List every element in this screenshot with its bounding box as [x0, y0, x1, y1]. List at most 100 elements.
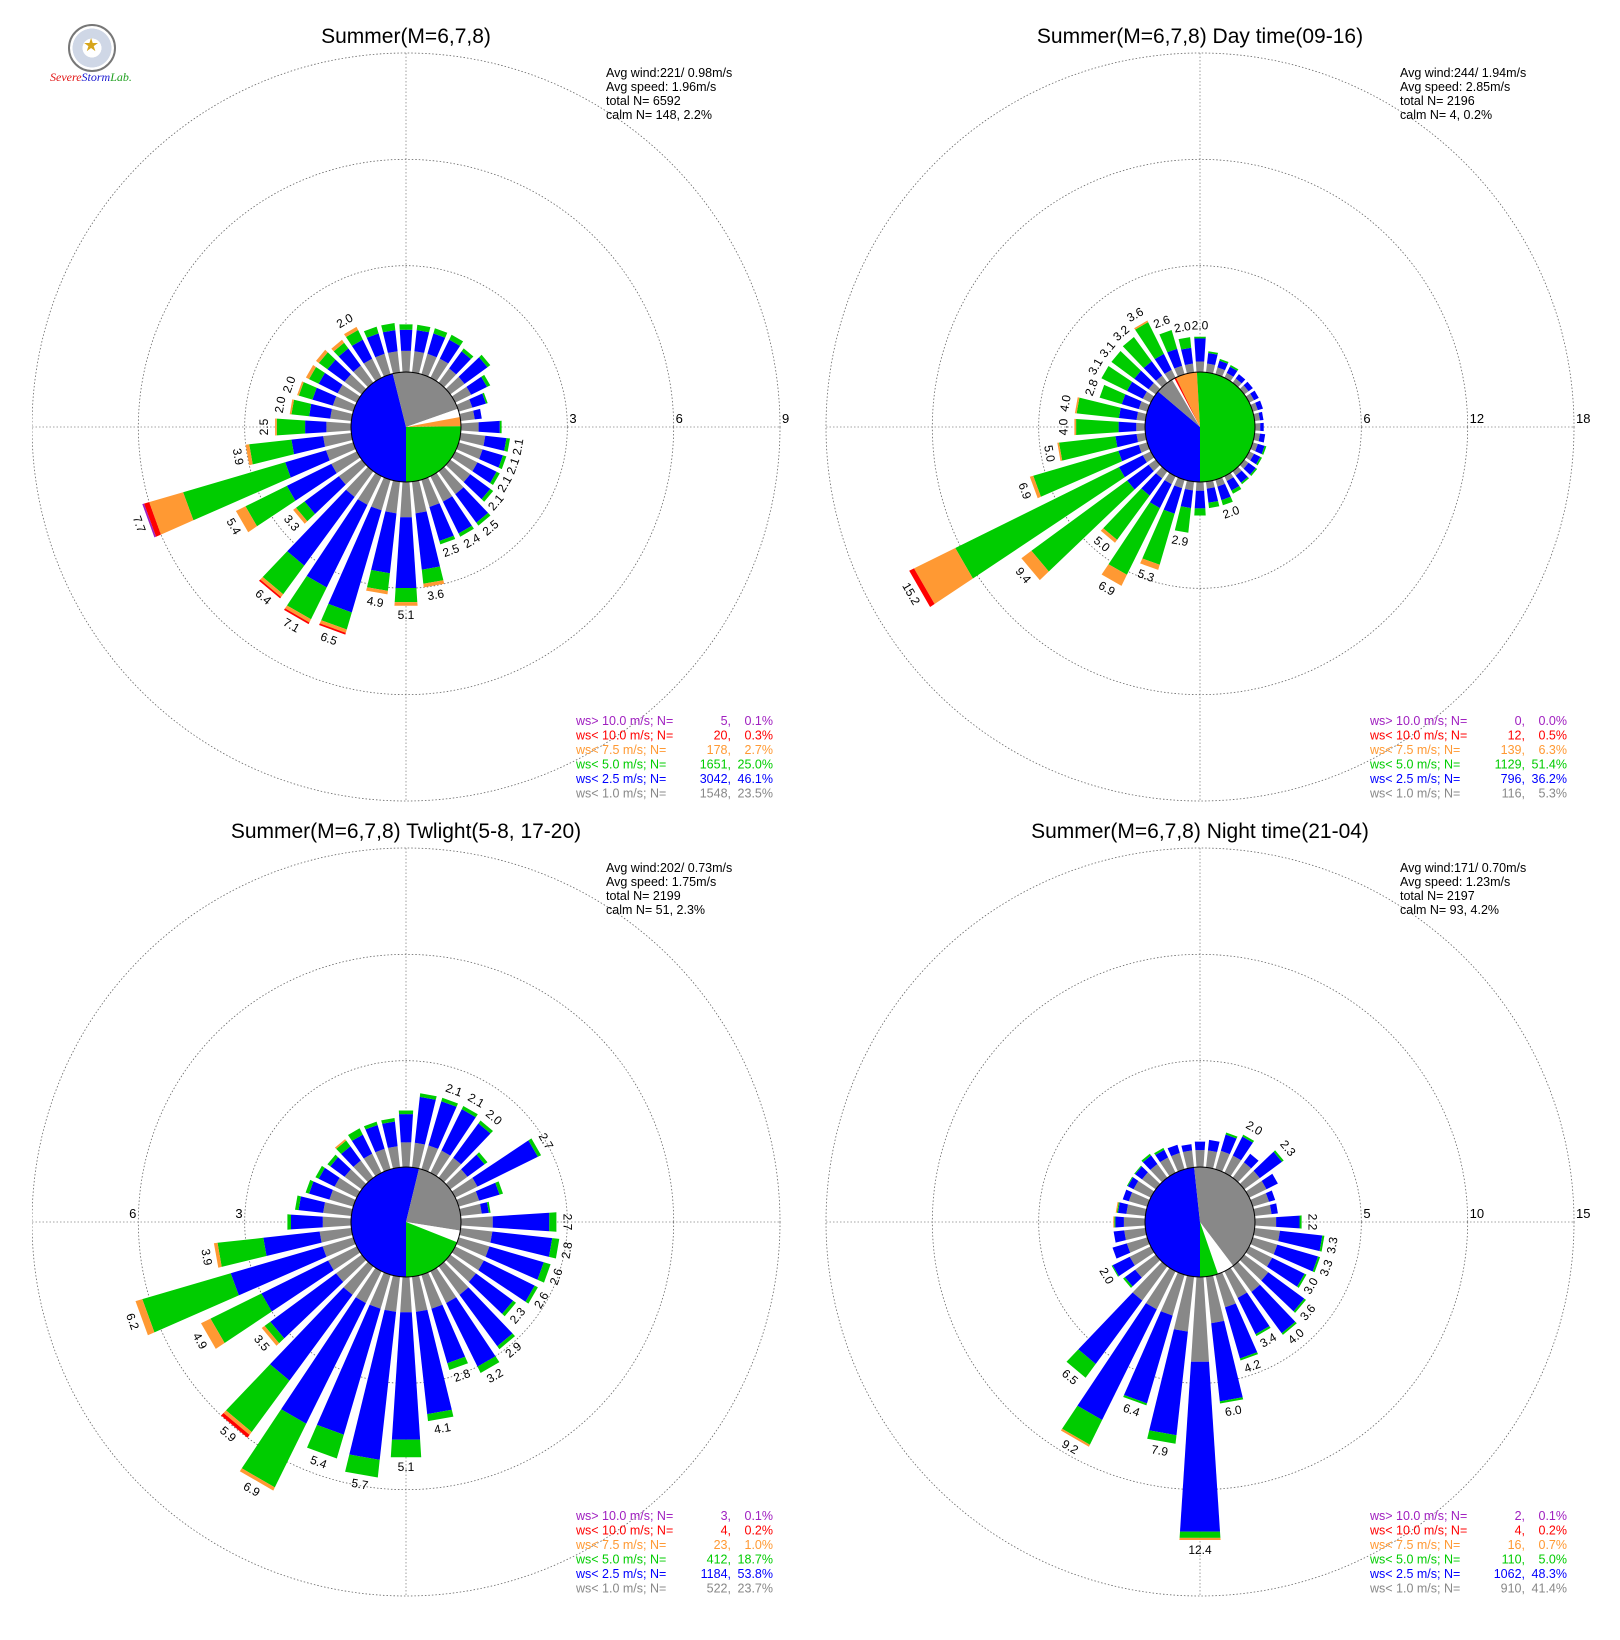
sector-bar-segment — [1149, 1329, 1188, 1436]
legend-entry: ws< 10.0 m/s; N= 12, 0.5% — [1369, 729, 1567, 743]
legend-label: ws< 2.5 m/s; N= — [1369, 772, 1460, 786]
legend-count: 910, — [1501, 1582, 1525, 1596]
sector-bar-segment — [1261, 1173, 1278, 1190]
sector-bar-segment — [1232, 1162, 1252, 1183]
sector-total-label: 2.0 — [1192, 319, 1209, 333]
legend-entry: ws< 5.0 m/s; N= 1129, 51.4% — [1369, 758, 1567, 772]
legend-count: 796, — [1501, 772, 1525, 786]
sector-bar-segment — [144, 502, 161, 537]
sector-bar-segment — [1217, 360, 1228, 371]
sector-bar-segment — [312, 387, 337, 406]
sector-bar-segment — [421, 566, 444, 584]
sector-bar-segment — [1140, 558, 1160, 570]
sector-bar-segment — [1155, 466, 1168, 479]
legend-count: 12, — [1508, 729, 1525, 743]
sector-bar-segment — [305, 1179, 314, 1194]
sector-bar-segment — [326, 421, 352, 433]
legend-label: ws< 2.5 m/s; N= — [575, 1567, 666, 1581]
sector-bar-segment — [478, 1120, 493, 1134]
sector-bar-segment — [332, 396, 356, 412]
pie-slice — [392, 371, 458, 427]
sector-bar-segment — [490, 1231, 553, 1257]
sector-bar-segment — [400, 481, 412, 518]
sector-bar-segment — [442, 496, 472, 534]
sector-bar-segment — [1142, 451, 1155, 463]
sector-bar-segment — [1127, 464, 1154, 490]
sector-bar-segment — [456, 1237, 490, 1257]
sector-bar-segment — [304, 476, 346, 514]
sector-bar-segment — [419, 1093, 437, 1100]
sector-bar-segment — [1116, 1202, 1120, 1213]
sector-bar-segment — [1123, 1395, 1147, 1406]
sector-total-label: 3.3 — [1324, 1236, 1341, 1255]
sector-bar-segment — [1112, 1243, 1131, 1259]
sector-bar-segment — [1260, 422, 1264, 432]
sector-bar-segment — [439, 339, 461, 364]
sector-bar-segment — [1224, 472, 1234, 482]
ring-label: 12 — [1470, 411, 1484, 426]
legend-entry: ws< 7.5 m/s; N= 139, 6.3% — [1369, 743, 1567, 757]
sector-bar-segment — [1138, 401, 1150, 412]
sector-bar-segment — [441, 1097, 458, 1107]
sector-bar-segment — [330, 408, 353, 421]
sector-bar-segment — [1243, 381, 1253, 392]
sector-total-label: 2.7 — [561, 1214, 575, 1231]
sector-bar-segment — [387, 351, 400, 374]
sector-bar-segment — [1225, 1303, 1258, 1359]
sector-bar-segment — [490, 471, 500, 485]
sector-bar-segment — [1129, 1246, 1155, 1266]
legend-percent: 0.1% — [745, 714, 774, 728]
sector-bar-segment — [455, 487, 489, 523]
ring-label: 10 — [1470, 1206, 1484, 1221]
sector-bar-segment — [1245, 1180, 1267, 1198]
legend-percent: 48.3% — [1532, 1567, 1567, 1581]
sector-bar-segment — [1031, 480, 1135, 572]
pie-slice — [406, 1222, 461, 1243]
ring-label: 5 — [1363, 1206, 1370, 1221]
sector-bar-segment — [430, 472, 453, 502]
sector-bar-segment — [1132, 1261, 1168, 1301]
sector-bar-segment — [365, 1125, 385, 1153]
legend-label: ws> 10.0 m/s; N= — [1369, 714, 1467, 728]
sector-bar-segment — [334, 1139, 347, 1149]
legend-percent: 0.3% — [745, 729, 774, 743]
sector-bar-segment — [183, 462, 291, 521]
sector-bar-segment — [1206, 363, 1216, 374]
sector-bar-segment — [1033, 450, 1123, 497]
panel-title: Summer(M=6,7,8) Day time(09-16) — [1037, 25, 1363, 48]
pie-slice — [406, 408, 461, 427]
sector-bar-segment — [1270, 1203, 1278, 1215]
sector-bar-segment — [262, 551, 305, 595]
sector-bar-segment — [1195, 1150, 1205, 1168]
lab-logo: SevereStormLab. — [50, 24, 140, 86]
sector-bar-segment — [1149, 480, 1172, 509]
sector-bar-segment — [1265, 1190, 1276, 1202]
sector-bar-segment — [1060, 1428, 1090, 1447]
sector-bar-segment — [1074, 397, 1080, 414]
sector-bar-segment — [1217, 483, 1231, 501]
sector-bar-segment — [399, 324, 413, 330]
sector-total-label: 5.3 — [1136, 566, 1157, 585]
sector-bar-segment — [319, 1228, 353, 1243]
sector-bar-segment — [307, 1424, 344, 1459]
logo-word-1: Severe — [50, 70, 82, 84]
pie-slice — [350, 1167, 419, 1278]
sector-bar-segment — [414, 330, 430, 353]
stats-line: calm N= 51, 2.3% — [606, 903, 705, 917]
sector-bar-segment — [328, 506, 382, 613]
sector-bar-segment — [1226, 477, 1240, 491]
legend-label: ws< 2.5 m/s; N= — [575, 772, 666, 786]
sector-bar-segment — [525, 1285, 538, 1304]
ring-label: 9 — [782, 411, 789, 426]
sector-bar-segment — [447, 1356, 468, 1370]
legend-count: 139, — [1501, 743, 1525, 757]
legend-percent: 0.2% — [1539, 1524, 1568, 1538]
sector-bar-segment — [323, 433, 353, 447]
sector-total-label: 3.1 — [1097, 338, 1119, 360]
sector-bar-segment — [438, 466, 464, 495]
sector-bar-segment — [318, 352, 336, 370]
sector-bar-segment — [439, 535, 456, 545]
sector-bar-segment — [1232, 466, 1242, 476]
sector-bar-segment — [1194, 490, 1206, 509]
sector-bar-segment — [1207, 353, 1218, 365]
